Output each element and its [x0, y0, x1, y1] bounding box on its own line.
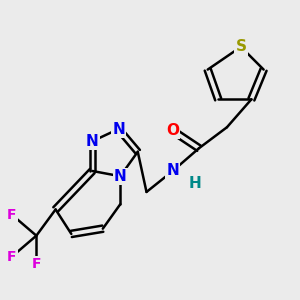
Text: N: N [112, 122, 125, 136]
Text: F: F [7, 208, 16, 222]
Text: H: H [189, 176, 202, 191]
Text: O: O [166, 123, 179, 138]
Text: F: F [32, 256, 41, 271]
Text: N: N [114, 169, 127, 184]
Text: N: N [86, 134, 99, 149]
Text: F: F [7, 250, 16, 264]
Text: S: S [236, 39, 246, 54]
Text: N: N [167, 164, 179, 178]
